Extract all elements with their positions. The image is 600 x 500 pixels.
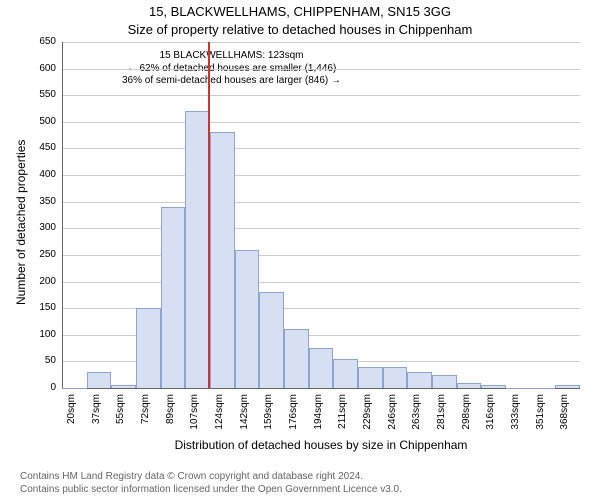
x-tick-label: 263sqm <box>411 394 422 444</box>
x-tick-label: 142sqm <box>239 394 250 444</box>
x-tick-label: 298sqm <box>461 394 472 444</box>
annotation-line: 36% of semi-detached houses are larger (… <box>122 75 341 88</box>
x-tick-label: 176sqm <box>288 394 299 444</box>
x-tick-label: 37sqm <box>91 394 102 444</box>
histogram-bar <box>309 348 334 388</box>
x-tick-label: 229sqm <box>362 394 373 444</box>
y-gridline <box>62 122 580 123</box>
y-tick-label: 400 <box>30 169 56 180</box>
page-title-line2: Size of property relative to detached ho… <box>0 22 600 37</box>
histogram-bar <box>555 385 580 388</box>
y-tick-label: 50 <box>30 355 56 366</box>
histogram-bar <box>432 375 457 388</box>
footer-line1: Contains HM Land Registry data © Crown c… <box>20 470 363 483</box>
y-tick-label: 0 <box>30 382 56 393</box>
histogram-bar <box>284 329 309 388</box>
footer-line2: Contains public sector information licen… <box>20 483 402 496</box>
y-tick-label: 550 <box>30 89 56 100</box>
y-tick-label: 450 <box>30 142 56 153</box>
y-tick-label: 100 <box>30 329 56 340</box>
x-axis-line <box>62 388 580 389</box>
marker-line <box>208 42 210 388</box>
y-gridline <box>62 148 580 149</box>
histogram-bar <box>62 388 87 389</box>
y-tick-label: 250 <box>30 249 56 260</box>
histogram-bar <box>407 372 432 388</box>
histogram-bar <box>235 250 260 388</box>
histogram-bar <box>111 385 136 388</box>
histogram-bar <box>481 385 506 388</box>
x-tick-label: 72sqm <box>140 394 151 444</box>
y-tick-label: 500 <box>30 116 56 127</box>
y-gridline <box>62 175 580 176</box>
histogram-bar <box>259 292 284 388</box>
histogram-bar <box>161 207 186 388</box>
y-tick-label: 600 <box>30 63 56 74</box>
x-tick-label: 107sqm <box>189 394 200 444</box>
histogram-bar <box>210 132 235 388</box>
y-tick-label: 300 <box>30 222 56 233</box>
x-tick-label: 351sqm <box>535 394 546 444</box>
histogram-bar <box>506 388 531 389</box>
x-tick-label: 159sqm <box>263 394 274 444</box>
y-gridline <box>62 95 580 96</box>
y-tick-label: 650 <box>30 36 56 47</box>
histogram-bar <box>185 111 210 388</box>
y-gridline <box>62 228 580 229</box>
y-tick-label: 150 <box>30 302 56 313</box>
y-tick-label: 350 <box>30 196 56 207</box>
histogram-bar <box>136 308 161 388</box>
x-tick-label: 368sqm <box>559 394 570 444</box>
histogram-bar <box>333 359 358 388</box>
page-title-line1: 15, BLACKWELLHAMS, CHIPPENHAM, SN15 3GG <box>0 4 600 19</box>
y-gridline <box>62 42 580 43</box>
x-tick-label: 281sqm <box>436 394 447 444</box>
x-tick-label: 316sqm <box>485 394 496 444</box>
histogram-bar <box>457 383 482 388</box>
x-tick-label: 124sqm <box>214 394 225 444</box>
y-gridline <box>62 282 580 283</box>
histogram-bar <box>383 367 408 388</box>
y-tick-label: 200 <box>30 276 56 287</box>
histogram-bar <box>87 372 112 388</box>
x-tick-label: 89sqm <box>165 394 176 444</box>
y-axis-line <box>62 42 63 388</box>
x-tick-label: 55sqm <box>115 394 126 444</box>
x-tick-label: 20sqm <box>66 394 77 444</box>
x-tick-label: 333sqm <box>510 394 521 444</box>
y-gridline <box>62 255 580 256</box>
y-gridline <box>62 202 580 203</box>
x-tick-label: 211sqm <box>337 394 348 444</box>
histogram-bar <box>531 388 556 389</box>
histogram-bar <box>358 367 383 388</box>
y-gridline <box>62 69 580 70</box>
annotation-line: 15 BLACKWELLHAMS: 123sqm <box>122 50 341 63</box>
x-tick-label: 246sqm <box>387 394 398 444</box>
x-tick-label: 194sqm <box>313 394 324 444</box>
y-axis-label: Number of detached properties <box>14 140 28 305</box>
